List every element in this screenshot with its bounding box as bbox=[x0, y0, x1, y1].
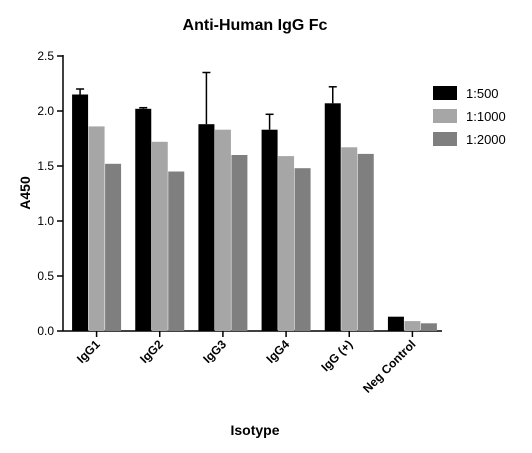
legend-label: 1:2000 bbox=[466, 132, 506, 147]
y-axis-label: A450 bbox=[17, 176, 33, 210]
legend-swatch bbox=[433, 86, 457, 100]
y-tick-label: 1.5 bbox=[37, 159, 54, 173]
x-tick-label: IgG2 bbox=[137, 337, 166, 366]
bar bbox=[168, 171, 185, 331]
bar bbox=[387, 316, 404, 331]
bar bbox=[214, 129, 231, 331]
legend-swatch bbox=[433, 109, 457, 123]
bar bbox=[105, 163, 122, 331]
x-tick-label: Neg Control bbox=[360, 337, 418, 395]
bar bbox=[151, 141, 168, 331]
y-tick-label: 0.5 bbox=[37, 269, 54, 283]
x-tick-label: IgG3 bbox=[200, 337, 229, 366]
legend: 1:500 1:1000 1:2000 bbox=[433, 86, 506, 147]
x-tick-label: IgG (+) bbox=[318, 337, 355, 374]
bar bbox=[357, 153, 374, 331]
y-tick-label: 2.5 bbox=[37, 49, 54, 63]
bar bbox=[261, 129, 278, 331]
bar bbox=[404, 321, 421, 331]
y-tick-label: 1.0 bbox=[37, 214, 54, 228]
bar bbox=[294, 168, 311, 331]
chart-title: Anti-Human IgG Fc bbox=[183, 17, 328, 34]
bar bbox=[198, 124, 215, 331]
y-tick-label: 2.0 bbox=[37, 104, 54, 118]
bar bbox=[420, 323, 437, 331]
bar bbox=[278, 156, 295, 331]
bar bbox=[341, 147, 358, 331]
x-axis-label: Isotype bbox=[230, 422, 279, 438]
x-ticks: IgG1 IgG2 IgG3 IgG4 IgG (+) Neg Control bbox=[74, 331, 419, 396]
bar bbox=[135, 108, 152, 331]
bar bbox=[88, 126, 105, 332]
legend-label: 1:500 bbox=[466, 86, 499, 101]
bar bbox=[324, 103, 341, 331]
x-tick-label: IgG4 bbox=[263, 337, 292, 366]
legend-label: 1:1000 bbox=[466, 109, 506, 124]
x-tick-label: IgG1 bbox=[74, 337, 103, 366]
bars bbox=[72, 71, 437, 332]
bar bbox=[72, 94, 89, 331]
y-ticks: 0.0 0.5 1.0 1.5 2.0 2.5 bbox=[37, 49, 63, 338]
y-tick-label: 0.0 bbox=[37, 324, 54, 338]
bar bbox=[231, 155, 248, 331]
legend-swatch bbox=[433, 132, 457, 146]
